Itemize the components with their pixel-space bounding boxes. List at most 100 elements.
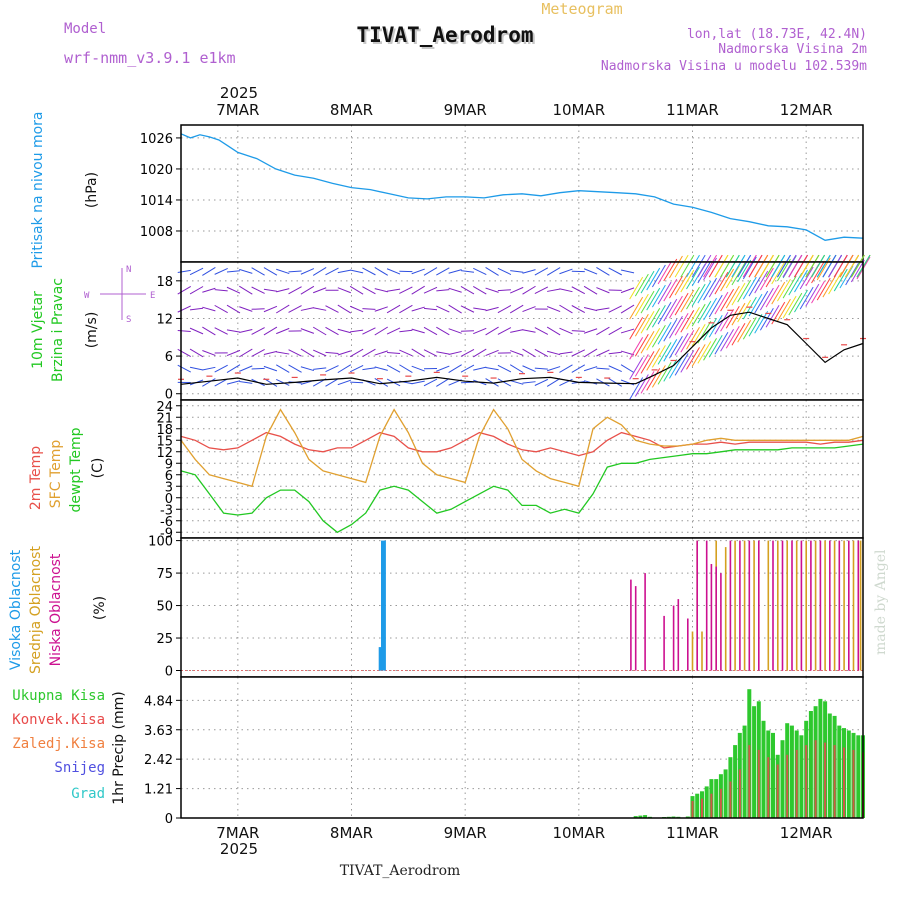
clouds-bg bbox=[181, 538, 863, 677]
cloud-mid-bar-13 bbox=[814, 540, 817, 671]
wind-arrow-storm-131 bbox=[748, 254, 763, 278]
wind-arrow-storm-204 bbox=[822, 274, 837, 298]
wind-arrow-calm-130 bbox=[411, 328, 425, 334]
wind-arrow-calm-125 bbox=[350, 329, 364, 333]
wind-arrow-calm-182 bbox=[596, 349, 610, 357]
wind-arrow-storm-185 bbox=[799, 254, 814, 278]
pressure-ytick-label-1: 1014 bbox=[140, 194, 173, 209]
cloud-low-bar-7 bbox=[696, 540, 698, 671]
wind-arrow-storm-93 bbox=[714, 271, 729, 295]
precip-legend-conv: Konvek.Kisa bbox=[12, 712, 105, 728]
wind-arrow-storm-120 bbox=[742, 316, 757, 340]
cloud-mid-bar-6 bbox=[743, 540, 746, 671]
wind-arrow-storm-17 bbox=[640, 270, 655, 294]
wind-arrow-calm-15 bbox=[362, 267, 376, 276]
precip-total-bar-2 bbox=[643, 815, 648, 818]
wind-arrow-calm-113 bbox=[202, 326, 216, 336]
wind-arrow-calm-76 bbox=[202, 306, 216, 312]
wind-arrow-calm-127 bbox=[374, 326, 389, 336]
wind-arrow-calm-9 bbox=[288, 270, 302, 273]
wind-arrow-calm-2 bbox=[202, 266, 216, 276]
wind-arrow-storm-92 bbox=[714, 291, 729, 315]
wind-arrow-storm-139 bbox=[759, 287, 774, 311]
wind-arrow-calm-157 bbox=[288, 349, 302, 357]
wind-arrow-storm-50 bbox=[674, 312, 689, 336]
dewpt-ylabel: dewpt Temp bbox=[68, 427, 84, 512]
wind-arrow-calm-134 bbox=[460, 330, 474, 332]
wind-arrow-calm-227 bbox=[239, 380, 253, 384]
wind-arrow-calm-214 bbox=[534, 367, 548, 370]
wind-arrow-calm-104 bbox=[546, 306, 561, 313]
pressure-line bbox=[180, 133, 864, 241]
wind-arrow-calm-172 bbox=[473, 348, 487, 358]
wind-arrow-calm-23 bbox=[460, 270, 475, 273]
precip-ytick-label-3: 3.63 bbox=[144, 724, 173, 739]
wind-arrow-calm-86 bbox=[325, 305, 339, 313]
wind-arrow-calm-16 bbox=[374, 267, 389, 276]
wind-arrow-calm-171 bbox=[460, 349, 475, 357]
wind-arrow-calm-85 bbox=[313, 307, 327, 311]
wind-arrow-calm-221 bbox=[620, 364, 635, 374]
precip-total-bar-27 bbox=[761, 720, 766, 818]
wind-arrow-storm-78 bbox=[703, 338, 717, 361]
wind-ytick-label-3: 18 bbox=[156, 275, 173, 290]
wind-arrow-calm-216 bbox=[559, 364, 573, 373]
panels: 1008101410201026061218-9-6-3036912151821… bbox=[140, 124, 871, 827]
wind-arrow-calm-169 bbox=[436, 351, 450, 355]
wind-arrow-storm-62 bbox=[686, 306, 700, 330]
wind-arrow-storm-193 bbox=[811, 260, 825, 284]
wind-arrow-calm-71 bbox=[596, 287, 610, 294]
temperature-ytick-label-8: 15 bbox=[156, 434, 173, 449]
wind-arrow-storm-149 bbox=[765, 254, 780, 278]
wind-arrow-calm-87 bbox=[337, 304, 352, 314]
wind-arrow-storm-89 bbox=[708, 254, 723, 278]
wind-arrow-storm-35 bbox=[657, 261, 672, 285]
wind-arrow-calm-96 bbox=[448, 304, 462, 314]
wind-arrow-storm-46 bbox=[669, 275, 683, 299]
wind-arrow-storm-104 bbox=[725, 285, 740, 309]
wind-arrow-calm-111 bbox=[177, 330, 191, 332]
wind-arrow-calm-84 bbox=[300, 307, 314, 311]
clouds-ytick-label-2: 50 bbox=[156, 600, 173, 615]
wind-arrow-storm-179 bbox=[794, 254, 808, 278]
wind-arrow-storm-55 bbox=[680, 330, 695, 353]
precip-total-bar-13 bbox=[695, 793, 700, 818]
cloud-low-bar-22 bbox=[829, 540, 831, 671]
cloud-mid-bar-18 bbox=[859, 540, 862, 671]
location-text: lon,lat (18.73E, 42.4N) bbox=[687, 27, 867, 42]
wind-arrow-storm-227 bbox=[839, 254, 854, 278]
wind-arrow-calm-215 bbox=[546, 366, 561, 372]
precip-conv-bar-15 bbox=[833, 745, 836, 818]
wind-arrow-calm-146 bbox=[608, 326, 622, 336]
wind-arrow-calm-147 bbox=[620, 328, 635, 334]
wind-arrow-storm-34 bbox=[657, 281, 672, 305]
wind-arrow-storm-6 bbox=[634, 374, 649, 397]
wind-arrow-calm-81 bbox=[263, 305, 278, 313]
wind-arrow-calm-28 bbox=[522, 269, 536, 274]
wind-arrow-storm-81 bbox=[703, 277, 717, 301]
wind-arrow-calm-61 bbox=[473, 285, 487, 295]
wind-arrow-calm-12 bbox=[325, 267, 339, 276]
wind-arrow-storm-9 bbox=[634, 313, 649, 337]
wind-arrow-calm-190 bbox=[239, 365, 253, 372]
wind-arrow-storm-110 bbox=[731, 282, 746, 306]
wind-arrow-calm-51 bbox=[349, 285, 364, 295]
wind-legend-e: E bbox=[150, 291, 155, 301]
cloud-low-bar-20 bbox=[810, 540, 812, 671]
cloud-high-bar-0 bbox=[378, 647, 382, 671]
wind-arrow-calm-159 bbox=[312, 349, 327, 357]
product-title: Meteogram bbox=[541, 0, 622, 18]
precip-legend-total: Ukupna Kisa bbox=[12, 688, 105, 704]
cloud-low-bar-25 bbox=[857, 540, 860, 671]
wind-arrow-calm-212 bbox=[509, 364, 524, 374]
wind-arrow-calm-207 bbox=[448, 364, 462, 373]
wind-arrow-calm-162 bbox=[349, 348, 364, 358]
wind-arrow-calm-92 bbox=[399, 304, 413, 314]
wind-arrow-calm-197 bbox=[325, 365, 339, 373]
wind-arrow-storm-191 bbox=[805, 254, 820, 278]
wind-arrow-calm-60 bbox=[460, 286, 475, 295]
wind-arrow-calm-196 bbox=[313, 367, 327, 370]
wind-arrow-calm-218 bbox=[583, 366, 598, 372]
wind-arrow-calm-117 bbox=[251, 327, 265, 335]
precip-total-bar-29 bbox=[771, 732, 775, 818]
